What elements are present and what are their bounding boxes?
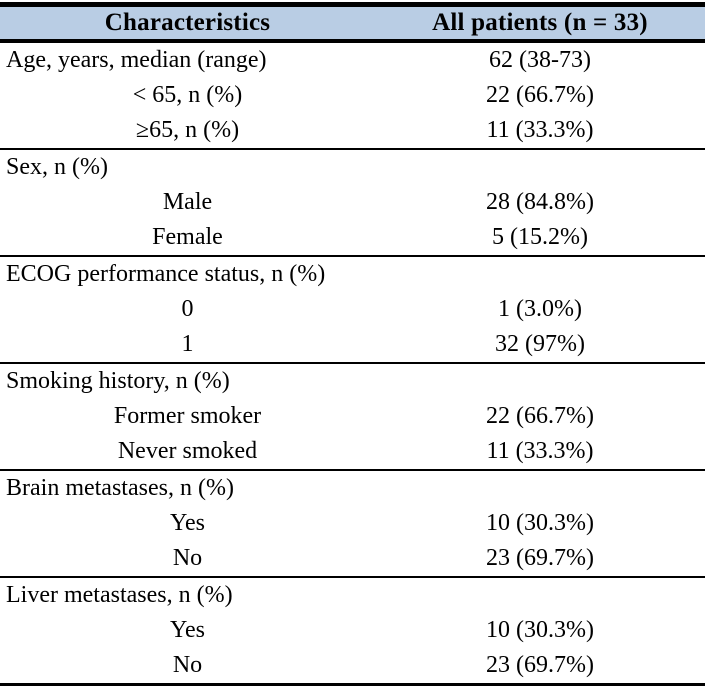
section-age: Age, years, median (range) 62 (38-73) < … <box>0 43 705 148</box>
row-value: 11 (33.3%) <box>486 117 594 143</box>
table-row: Smoking history, n (%) <box>0 364 705 399</box>
row-label: Age, years, median (range) <box>6 47 267 73</box>
table-row: < 65, n (%) 22 (66.7%) <box>0 78 705 113</box>
row-label: Brain metastases, n (%) <box>6 475 234 501</box>
table-row: Male 28 (84.8%) <box>0 185 705 220</box>
table-row: Brain metastases, n (%) <box>0 471 705 506</box>
table-row: 1 32 (97%) <box>0 327 705 362</box>
table-row: Age, years, median (range) 62 (38-73) <box>0 43 705 78</box>
row-label: ≥65, n (%) <box>135 117 240 143</box>
table-row: 0 1 (3.0%) <box>0 292 705 327</box>
row-label: No <box>172 652 203 678</box>
row-label: Smoking history, n (%) <box>6 368 230 394</box>
row-label: Former smoker <box>113 403 262 429</box>
row-value: 5 (15.2%) <box>492 224 588 250</box>
table-row: Former smoker 22 (66.7%) <box>0 399 705 434</box>
table-row: ≥65, n (%) 11 (33.3%) <box>0 113 705 148</box>
row-value: 11 (33.3%) <box>486 438 594 464</box>
row-value: 23 (69.7%) <box>486 545 594 571</box>
row-label: Liver metastases, n (%) <box>6 582 233 608</box>
table-row: Female 5 (15.2%) <box>0 220 705 255</box>
section-smoking: Smoking history, n (%) Former smoker 22 … <box>0 362 705 469</box>
row-value: 1 (3.0%) <box>498 296 582 322</box>
row-label: Female <box>152 224 223 250</box>
row-label: Male <box>162 189 213 215</box>
table-row: No 23 (69.7%) <box>0 648 705 683</box>
row-value: 22 (66.7%) <box>486 82 594 108</box>
table-header-row: Characteristics All patients (n = 33) <box>0 7 705 43</box>
table-row: Yes 10 (30.3%) <box>0 613 705 648</box>
table-row: No 23 (69.7%) <box>0 541 705 576</box>
row-label: Never smoked <box>117 438 258 464</box>
section-ecog: ECOG performance status, n (%) 0 1 (3.0%… <box>0 255 705 362</box>
row-value: 10 (30.3%) <box>486 510 594 536</box>
row-label: Sex, n (%) <box>6 154 108 180</box>
row-label: < 65, n (%) <box>132 82 243 108</box>
header-all-patients: All patients (n = 33) <box>432 9 648 36</box>
section-brain-metastases: Brain metastases, n (%) Yes 10 (30.3%) N… <box>0 469 705 576</box>
row-value: 62 (38-73) <box>489 47 591 73</box>
table-row: Sex, n (%) <box>0 150 705 185</box>
row-value: 23 (69.7%) <box>486 652 594 678</box>
row-value: 32 (97%) <box>495 331 585 357</box>
row-label: 1 <box>181 331 194 357</box>
section-sex: Sex, n (%) Male 28 (84.8%) Female 5 (15.… <box>0 148 705 255</box>
row-label: Yes <box>170 617 205 643</box>
header-characteristics: Characteristics <box>104 9 271 36</box>
row-value: 22 (66.7%) <box>486 403 594 429</box>
row-value: 10 (30.3%) <box>486 617 594 643</box>
section-liver-metastases: Liver metastases, n (%) Yes 10 (30.3%) N… <box>0 576 705 683</box>
table-row: Never smoked 11 (33.3%) <box>0 434 705 469</box>
row-value: 28 (84.8%) <box>486 189 594 215</box>
table-row: ECOG performance status, n (%) <box>0 257 705 292</box>
row-label: ECOG performance status, n (%) <box>6 261 326 287</box>
table-row: Yes 10 (30.3%) <box>0 506 705 541</box>
row-label: Yes <box>170 510 205 536</box>
row-label: No <box>172 545 203 571</box>
table-row: Liver metastases, n (%) <box>0 578 705 613</box>
row-label: 0 <box>181 296 194 322</box>
